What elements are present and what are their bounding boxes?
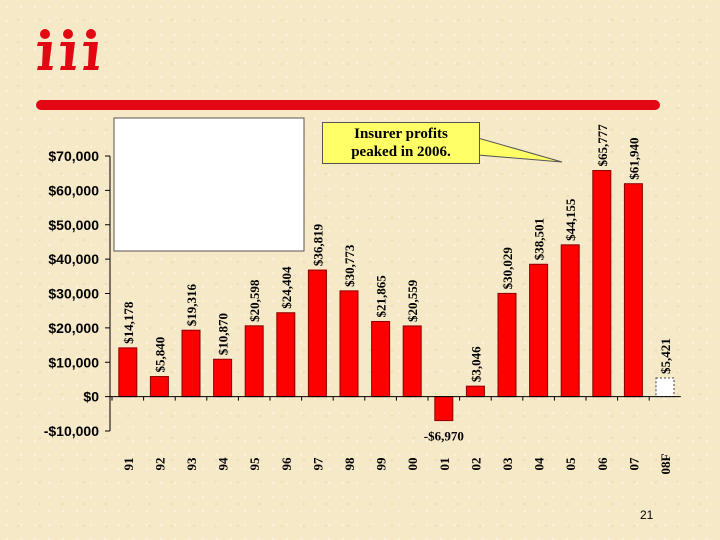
x-tick-label: 97	[310, 457, 325, 471]
y-tick-label: $40,000	[48, 251, 99, 267]
y-tick-label: $0	[83, 389, 99, 405]
y-tick-label: $50,000	[48, 217, 99, 233]
x-tick-label: 08F	[658, 453, 673, 474]
data-label: $14,178	[121, 301, 136, 344]
x-tick-label: 06	[595, 457, 610, 471]
data-label: $44,155	[563, 198, 578, 241]
bar-07	[623, 183, 643, 398]
y-tick-label: -$10,000	[44, 423, 99, 439]
y-tick-label: $70,000	[48, 148, 99, 164]
data-label: $30,029	[500, 247, 515, 290]
x-tick-label: 03	[500, 457, 515, 471]
plot-area-box	[113, 117, 305, 252]
data-label: -$6,970	[424, 429, 464, 444]
x-tick-label: 01	[437, 458, 452, 471]
bar-96	[276, 312, 296, 398]
data-label: $3,046	[468, 346, 483, 382]
bar-91	[118, 347, 138, 398]
callout-pointer	[477, 137, 563, 163]
x-tick-label: 95	[247, 457, 262, 471]
x-tick-label: 92	[152, 458, 167, 471]
data-label: $5,840	[152, 337, 167, 373]
data-label: $38,501	[532, 218, 547, 260]
data-label: $36,819	[310, 223, 325, 266]
bar-04	[529, 263, 549, 398]
callout-annotation: Insurer profits peaked in 2006.	[322, 122, 480, 164]
bar-02	[465, 385, 485, 398]
y-tick-label: $30,000	[48, 286, 99, 302]
data-label: $21,865	[374, 275, 389, 318]
bar-06	[592, 170, 612, 398]
data-label: $20,559	[405, 279, 420, 322]
y-tick-label: $10,000	[48, 354, 99, 370]
bar-00	[402, 325, 422, 398]
data-label: $30,773	[342, 244, 357, 287]
data-label: $24,404	[279, 266, 294, 309]
x-tick-label: 99	[374, 457, 389, 471]
data-label: $10,870	[216, 313, 231, 355]
x-tick-label: 07	[626, 457, 641, 471]
y-tick-label: $60,000	[48, 182, 99, 198]
x-tick-label: 94	[216, 457, 231, 471]
bar-92	[149, 376, 169, 398]
bar-93	[181, 329, 201, 398]
data-label: $61,940	[626, 137, 641, 179]
bar-97	[307, 269, 327, 398]
x-tick-label: 05	[563, 457, 578, 471]
x-tick-label: 04	[532, 457, 547, 471]
page-number: 21	[640, 508, 654, 522]
data-label: $65,777	[595, 124, 610, 167]
bar-95	[244, 325, 264, 398]
y-tick-label: $20,000	[48, 320, 99, 336]
data-label: $19,316	[184, 283, 199, 326]
bar-98	[339, 290, 359, 398]
data-label: $20,598	[247, 279, 262, 322]
x-tick-label: 91	[121, 458, 136, 471]
iii-logo	[37, 29, 99, 70]
bar-05	[560, 244, 580, 398]
bar-08F	[655, 377, 675, 398]
bar-01	[434, 396, 454, 422]
header-divider	[36, 100, 660, 110]
x-tick-label: 93	[184, 457, 199, 471]
bar-99	[371, 320, 391, 398]
x-tick-label: 98	[342, 457, 357, 471]
data-label: $5,421	[658, 338, 673, 374]
x-tick-label: 02	[468, 458, 483, 471]
bar-94	[213, 358, 233, 398]
x-tick-label: 96	[279, 457, 294, 471]
x-tick-label: 00	[405, 458, 420, 471]
bar-03	[497, 292, 517, 398]
